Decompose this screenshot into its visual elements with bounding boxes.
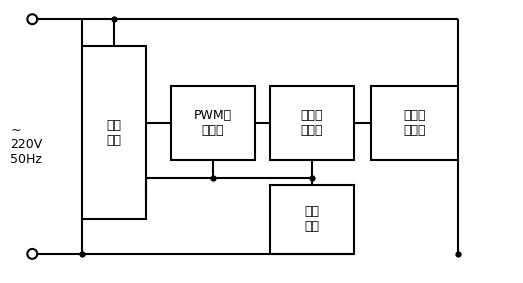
Bar	[270, 185, 354, 254]
Text: PWM信
号模块: PWM信 号模块	[194, 109, 232, 137]
Bar	[270, 85, 354, 160]
Text: ~
220V
50Hz: ~ 220V 50Hz	[10, 123, 43, 166]
Text: 功率控
制电路: 功率控 制电路	[403, 109, 426, 137]
Bar	[371, 85, 458, 160]
Text: 栅极驱
动电路: 栅极驱 动电路	[301, 109, 323, 137]
Text: 供电
电路: 供电 电路	[107, 119, 121, 147]
Text: 单相
负载: 单相 负载	[304, 205, 320, 233]
Bar	[171, 85, 255, 160]
Bar	[82, 46, 146, 219]
